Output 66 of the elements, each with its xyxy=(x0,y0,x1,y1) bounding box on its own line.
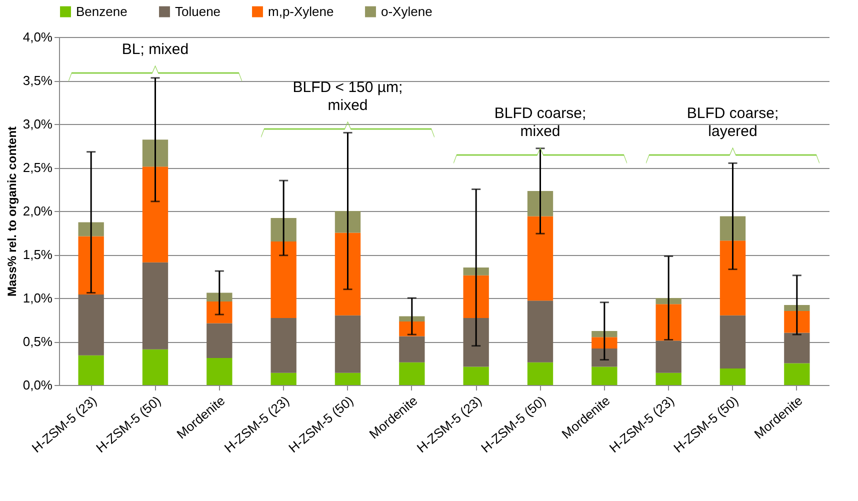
y-tick-label: 3,0% xyxy=(22,116,53,132)
bar xyxy=(656,340,682,373)
bar xyxy=(142,262,168,350)
bar xyxy=(399,362,425,385)
y-axis-title: Mass% rel. to organic content xyxy=(4,126,19,297)
legend-label: m,p-Xylene xyxy=(268,4,334,19)
y-tick-label: 2,5% xyxy=(22,160,53,175)
bar xyxy=(463,275,489,318)
bar xyxy=(142,166,168,262)
bar xyxy=(463,366,489,385)
bar xyxy=(720,315,746,368)
bar xyxy=(334,372,361,385)
y-tick-label: 3,5% xyxy=(22,73,53,88)
y-tick-label: 0,0% xyxy=(22,378,53,392)
bar xyxy=(656,298,682,304)
bar xyxy=(270,241,296,318)
bar xyxy=(206,301,232,324)
y-tick-label: 2,0% xyxy=(22,204,53,218)
annotation: BLFD < 150 µm; mixed xyxy=(292,79,403,114)
bar xyxy=(720,368,746,385)
bar xyxy=(270,318,296,373)
bar xyxy=(463,318,489,367)
y-tick-label: 1,5% xyxy=(22,247,53,262)
bar xyxy=(270,218,296,242)
bar xyxy=(592,366,618,385)
bar xyxy=(656,304,682,341)
bar xyxy=(527,190,554,216)
bar xyxy=(720,240,746,316)
bar xyxy=(527,300,554,362)
bar xyxy=(142,349,168,385)
bar xyxy=(78,222,104,236)
legend-label: Benzene xyxy=(76,4,128,19)
bar xyxy=(206,358,232,385)
bar xyxy=(399,316,425,322)
bar xyxy=(656,372,682,385)
bar xyxy=(270,372,296,385)
bar xyxy=(142,140,168,167)
bar xyxy=(78,236,104,295)
bar xyxy=(592,337,618,348)
bar xyxy=(399,336,425,362)
bar xyxy=(334,232,361,316)
y-tick-label: 0,5% xyxy=(22,334,53,349)
legend-label: o-Xylene xyxy=(381,4,432,19)
y-tick-label: 1,0% xyxy=(22,290,53,306)
annotation: BLFD coarse; mixed xyxy=(494,105,586,140)
bar xyxy=(720,216,746,241)
bar xyxy=(592,348,618,367)
bar xyxy=(463,268,489,276)
bar xyxy=(527,216,554,301)
bar xyxy=(784,311,810,333)
legend-label: Toluene xyxy=(175,4,221,19)
bar xyxy=(78,355,104,385)
annotation: BLFD coarse; layered xyxy=(686,105,779,140)
annotation: BL; mixed xyxy=(122,41,189,58)
bar xyxy=(784,332,810,364)
bar xyxy=(334,211,361,233)
bar xyxy=(78,294,104,356)
bar xyxy=(399,321,425,336)
bar xyxy=(784,304,810,312)
bar xyxy=(334,315,361,373)
bar xyxy=(784,363,810,385)
bar xyxy=(592,331,618,338)
bar xyxy=(206,323,232,358)
bar xyxy=(527,362,554,385)
y-tick-label: 4,0% xyxy=(22,30,53,44)
bar xyxy=(206,292,232,302)
